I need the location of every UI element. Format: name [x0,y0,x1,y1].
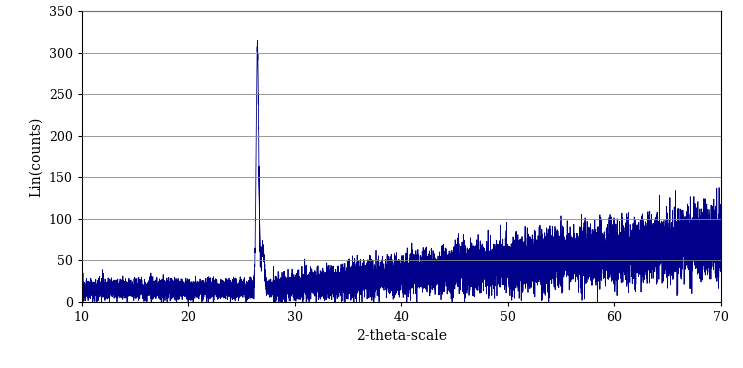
Y-axis label: Lin(counts): Lin(counts) [29,116,43,197]
X-axis label: 2-theta-scale: 2-theta-scale [356,329,447,343]
